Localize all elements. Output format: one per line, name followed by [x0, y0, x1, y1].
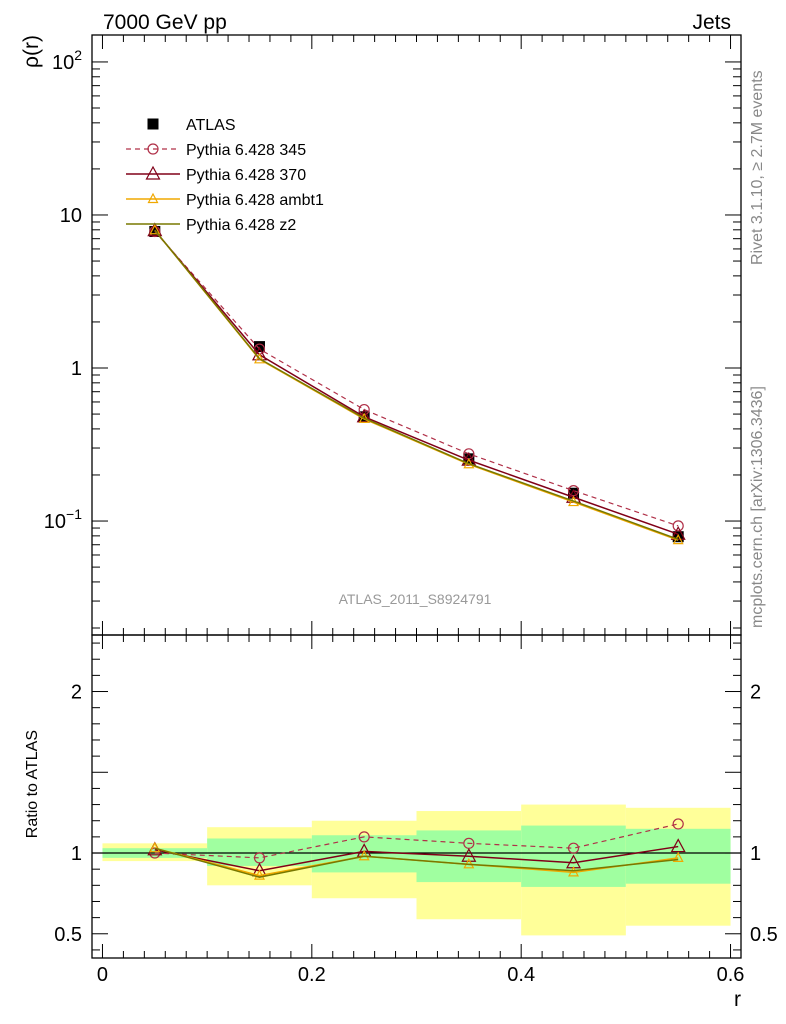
main-y-tick-label: 1	[71, 358, 82, 380]
data-point-circle	[358, 831, 370, 843]
main-y-tick-label: 10	[60, 205, 82, 227]
data-point-atlas	[568, 487, 580, 499]
x-axis-label: r	[734, 988, 741, 1011]
main-y-tick-label: 10−1	[44, 506, 82, 533]
main-y-label: ρ(r)	[20, 35, 43, 68]
side-text-mcplots: mcplots.cern.ch [arXiv:1306.3436]	[749, 386, 766, 628]
x-tick-label: 0.6	[717, 964, 745, 986]
main-series	[147, 222, 686, 545]
data-point-triangle-small	[358, 412, 370, 423]
x-tick-label: 0	[97, 964, 108, 986]
data-point-triangle-small	[253, 869, 265, 880]
series-line	[154, 823, 679, 859]
data-point-triangle-small	[149, 223, 161, 235]
data-point-circle	[567, 485, 580, 497]
series-line	[154, 847, 679, 879]
data-point-triangle-small	[358, 849, 370, 861]
data-point-triangle	[461, 847, 477, 862]
data-point-triangle	[145, 165, 161, 180]
ratio-y-tick-label-right: 2	[750, 682, 761, 704]
analysis-label: ATLAS_2011_S8924791	[339, 591, 492, 607]
series-line	[154, 229, 679, 541]
x-tick-label: 0.4	[507, 964, 535, 986]
legend-label: ATLAS	[186, 117, 236, 134]
series-line	[154, 229, 679, 540]
data-point-triangle-small	[568, 866, 580, 877]
data-point-triangle-small	[147, 192, 159, 204]
header-right: Jets	[692, 11, 731, 34]
data-point-triangle	[670, 838, 686, 853]
series-line	[154, 845, 679, 872]
ratio-y-label: Ratio to ATLAS	[24, 730, 41, 838]
ratio-y-tick-label-left: 1	[71, 843, 82, 865]
data-point-triangle-small	[253, 353, 265, 364]
axes: 10 1 102 10−1 2 2 1 1 0.5 0.5 0 0.2 0.4 0.6	[44, 34, 778, 986]
ratio-band-inner	[207, 838, 312, 866]
header-left: 7000 GeV pp	[103, 11, 227, 34]
data-point-circle	[567, 842, 580, 854]
ratio-band-inner	[625, 828, 731, 884]
data-point-triangle-small	[672, 533, 684, 545]
ratio-series	[147, 818, 686, 880]
legend-label: Pythia 6.428 370	[186, 167, 306, 184]
data-point-triangle-small	[149, 841, 161, 853]
data-point-circle	[672, 818, 684, 830]
series-line	[154, 230, 679, 535]
main-y-tick-label: 102	[52, 47, 82, 74]
x-tick-label: 0.2	[298, 964, 326, 986]
data-point-atlas	[672, 531, 684, 543]
legend-label: Pythia 6.428 345	[186, 142, 306, 159]
data-point-triangle	[461, 451, 477, 466]
data-point-atlas	[147, 118, 159, 130]
legend-label: Pythia 6.428 z2	[186, 217, 296, 234]
ratio-y-tick-label-right: 0.5	[750, 924, 778, 946]
ratio-y-tick-label-right: 1	[750, 843, 761, 865]
data-point-triangle	[147, 222, 163, 237]
legend-label: Pythia 6.428 ambt1	[186, 192, 324, 209]
ratio-uncertainty-bands	[92, 804, 741, 936]
legend: ATLAS Pythia 6.428 345 Pythia 6.428 370 Pyt…	[126, 117, 324, 234]
ratio-y-tick-label-left: 0.5	[54, 924, 82, 946]
data-point-circle	[672, 520, 684, 532]
ratio-y-tick-label-left: 2	[71, 682, 82, 704]
side-text-rivet: Rivet 3.1.10, ≥ 2.7M events	[749, 70, 766, 265]
data-point-triangle-small	[672, 851, 684, 862]
data-point-circle	[147, 143, 159, 155]
series-line	[154, 231, 679, 527]
